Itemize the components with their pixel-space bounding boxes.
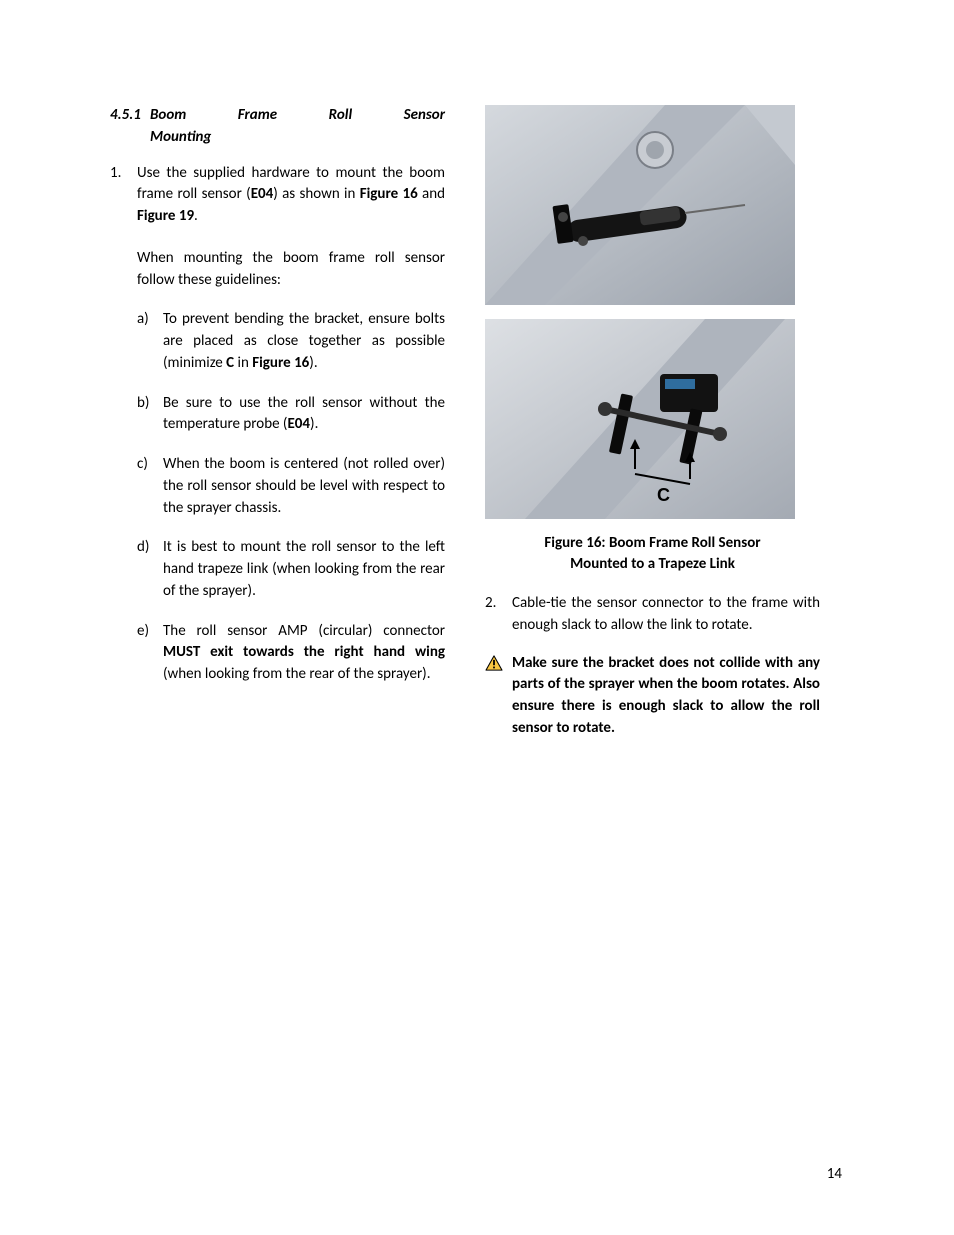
right-column: C Figure 16: Boom Frame Roll Sensor Moun…	[485, 105, 820, 740]
page-number: 14	[827, 1165, 842, 1183]
step-body: Use the supplied hardware to mount the b…	[137, 163, 445, 686]
guideline-text: To prevent bending the bracket, ensure b…	[163, 309, 445, 374]
guideline-letter: b)	[137, 393, 163, 437]
guideline-list: a) To prevent bending the bracket, ensur…	[137, 309, 445, 686]
guideline-letter: c)	[137, 454, 163, 519]
guideline-letter: e)	[137, 621, 163, 686]
guideline-letter: a)	[137, 309, 163, 374]
svg-text:C: C	[657, 485, 670, 505]
section-heading: 4.5.1 Boom Frame Roll Sensor Mounting	[110, 105, 445, 149]
figure-16-top-image	[485, 105, 795, 305]
section-title-line1: Boom Frame Roll Sensor	[150, 106, 445, 124]
step-number: 1.	[110, 163, 137, 686]
section-title: Boom Frame Roll Sensor Mounting	[150, 105, 445, 149]
warning-text: Make sure the bracket does not collide w…	[512, 653, 820, 740]
figure-caption-line2: Mounted to a Trapeze Link	[570, 555, 735, 573]
figure-16-bottom-image: C	[485, 319, 795, 519]
warning-icon	[485, 653, 512, 740]
figure-caption-line1: Figure 16: Boom Frame Roll Sensor	[544, 534, 760, 552]
guideline-b: b) Be sure to use the roll sensor withou…	[137, 393, 445, 437]
guideline-d: d) It is best to mount the roll sensor t…	[137, 537, 445, 602]
guideline-a: a) To prevent bending the bracket, ensur…	[137, 309, 445, 374]
figure-caption: Figure 16: Boom Frame Roll Sensor Mounte…	[485, 533, 820, 575]
guideline-text: Be sure to use the roll sensor without t…	[163, 393, 445, 437]
guideline-text: The roll sensor AMP (circular) connector…	[163, 621, 445, 686]
left-column: 4.5.1 Boom Frame Roll Sensor Mounting 1.…	[110, 105, 445, 740]
step-2: 2. Cable-tie the sensor connector to the…	[485, 593, 820, 637]
step-1: 1. Use the supplied hardware to mount th…	[110, 163, 445, 686]
step-number: 2.	[485, 593, 512, 637]
guideline-e: e) The roll sensor AMP (circular) connec…	[137, 621, 445, 686]
page: 4.5.1 Boom Frame Roll Sensor Mounting 1.…	[0, 0, 954, 1235]
step1-para1: Use the supplied hardware to mount the b…	[137, 163, 445, 228]
step-body: Cable-tie the sensor connector to the fr…	[512, 593, 820, 637]
guideline-text: It is best to mount the roll sensor to t…	[163, 537, 445, 602]
step1-para2: When mounting the boom frame roll sensor…	[137, 248, 445, 292]
warning-block: Make sure the bracket does not collide w…	[485, 653, 820, 740]
section-number: 4.5.1	[110, 105, 150, 149]
section-title-line2: Mounting	[150, 127, 445, 149]
two-column-layout: 4.5.1 Boom Frame Roll Sensor Mounting 1.…	[110, 105, 844, 740]
guideline-c: c) When the boom is centered (not rolled…	[137, 454, 445, 519]
guideline-text: When the boom is centered (not rolled ov…	[163, 454, 445, 519]
guideline-letter: d)	[137, 537, 163, 602]
